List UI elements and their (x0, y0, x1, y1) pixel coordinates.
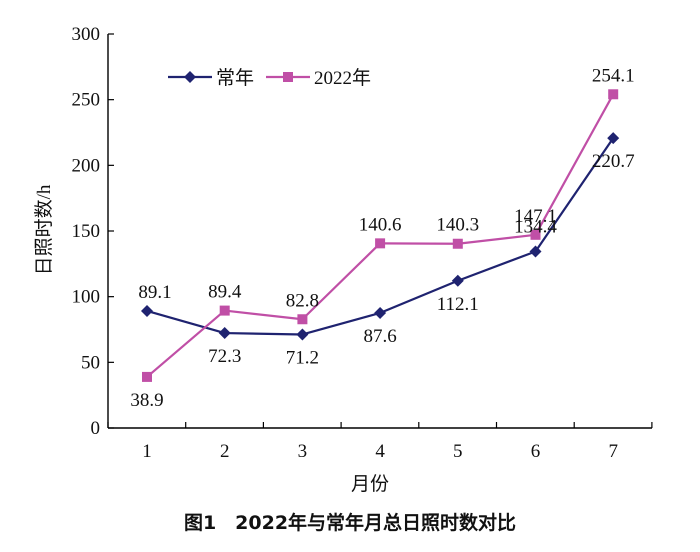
legend-square-marker (283, 72, 293, 82)
series-markers (141, 89, 620, 382)
series-1-point (607, 132, 620, 145)
series-1-point (451, 274, 464, 287)
series-2-point (297, 314, 308, 325)
data-label: 254.1 (592, 65, 635, 86)
x-tick-label: 7 (608, 441, 618, 462)
data-label: 112.1 (437, 294, 479, 315)
data-label: 140.3 (436, 215, 479, 236)
series-2-point (142, 371, 152, 382)
data-label: 134.4 (514, 216, 557, 237)
data-label: 71.2 (286, 347, 319, 368)
data-label: 220.7 (592, 151, 635, 172)
legend-label-series-1: 常年 (216, 67, 254, 89)
series-2-point (530, 229, 541, 240)
series-2-point (452, 238, 463, 249)
data-label: 147.1 (514, 206, 557, 227)
y-tick-label: 50 (81, 352, 100, 373)
legend-label-series-2: 2022年 (314, 67, 371, 89)
series-1-point (529, 245, 542, 258)
x-tick-label: 1 (142, 441, 152, 462)
series-1-point (374, 306, 387, 319)
x-tick-label: 2 (220, 441, 230, 462)
legend: 常年 2022年 (168, 67, 371, 89)
data-label: 38.9 (130, 390, 163, 411)
y-tick-label: 200 (72, 155, 101, 176)
x-axis-title: 月份 (351, 473, 389, 495)
series-1-point (296, 328, 309, 341)
y-tick-label: 250 (72, 90, 101, 111)
data-label: 89.1 (138, 282, 171, 303)
series-2-point (608, 89, 619, 100)
series-2-point (219, 305, 230, 316)
y-axis-ticks: 0 50 100 150 200 250 300 (72, 24, 114, 439)
x-tick-label: 6 (531, 441, 541, 462)
series-2-point (375, 238, 386, 249)
x-axis-ticks: 1 2 3 4 5 6 7 (107, 422, 653, 462)
y-tick-label: 150 (72, 221, 101, 242)
data-label: 89.4 (208, 282, 242, 303)
y-axis-title: 日照时数/h (33, 184, 55, 275)
legend-diamond-marker (184, 71, 196, 83)
y-tick-label: 300 (72, 24, 101, 45)
figure-caption: 图1 2022年与常年月总日照时数对比 (183, 512, 517, 534)
data-labels: 89.1 72.3 71.2 87.6 112.1 134.4 220.7 38.9 89.4 8… (130, 65, 634, 411)
series-1-point (218, 327, 231, 340)
x-tick-label: 4 (375, 441, 385, 462)
data-label: 140.6 (359, 214, 402, 235)
y-tick-label: 100 (72, 287, 101, 308)
x-tick-label: 3 (298, 441, 308, 462)
data-label: 72.3 (208, 346, 241, 367)
y-tick-label: 0 (91, 418, 101, 439)
series-1-point (141, 304, 153, 317)
data-label: 87.6 (363, 326, 396, 347)
x-tick-label: 5 (453, 441, 463, 462)
data-label: 82.8 (286, 290, 319, 311)
